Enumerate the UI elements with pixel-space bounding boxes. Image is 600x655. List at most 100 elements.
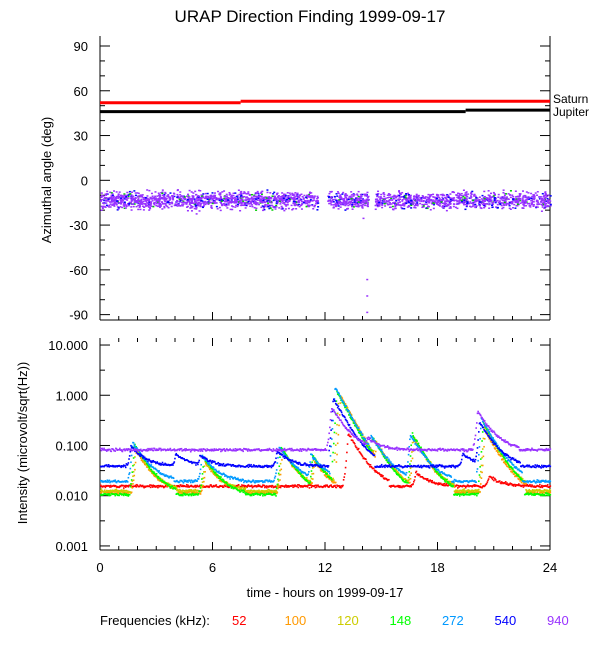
azimuth-point bbox=[234, 197, 236, 199]
intensity-point bbox=[306, 477, 308, 479]
y-tick-label: 60 bbox=[74, 84, 88, 99]
azimuth-point bbox=[303, 195, 305, 197]
azimuth-point bbox=[288, 198, 290, 200]
azimuth-point bbox=[382, 202, 384, 204]
azimuth-point bbox=[294, 199, 296, 201]
intensity-point bbox=[334, 485, 336, 487]
azimuth-point bbox=[244, 199, 246, 201]
azimuth-point bbox=[137, 201, 139, 203]
azimuth-point bbox=[550, 195, 552, 197]
azimuth-point bbox=[135, 195, 137, 197]
intensity-point bbox=[275, 489, 277, 491]
azimuth-point bbox=[474, 194, 476, 196]
azimuth-point bbox=[161, 208, 163, 210]
azimuth-point bbox=[179, 197, 181, 199]
azimuth-point bbox=[539, 203, 541, 205]
azimuth-point bbox=[291, 205, 293, 207]
azimuth-point bbox=[376, 200, 378, 202]
azimuth-point bbox=[340, 202, 342, 204]
azimuth-point bbox=[398, 204, 400, 206]
intensity-point bbox=[279, 456, 281, 458]
azimuth-point bbox=[116, 200, 118, 202]
azimuth-point bbox=[120, 203, 122, 205]
azimuth-point bbox=[427, 208, 429, 210]
azimuth-point bbox=[240, 205, 242, 207]
azimuth-point bbox=[251, 194, 253, 196]
azimuth-point bbox=[407, 193, 409, 195]
azimuth-point bbox=[504, 202, 506, 204]
azimuth-point bbox=[530, 193, 532, 195]
azimuth-point bbox=[456, 197, 458, 199]
azimuth-point bbox=[381, 204, 383, 206]
azimuth-point bbox=[195, 194, 197, 196]
azimuth-point bbox=[221, 191, 223, 193]
azimuth-point bbox=[470, 203, 472, 205]
azimuth-point bbox=[295, 208, 297, 210]
azimuth-point bbox=[533, 204, 535, 206]
azimuth-point bbox=[340, 206, 342, 208]
azimuth-point bbox=[491, 205, 493, 207]
intensity-point bbox=[238, 486, 240, 488]
azimuth-point bbox=[414, 205, 416, 207]
azimuth-point bbox=[220, 210, 222, 212]
azimuth-point bbox=[354, 199, 356, 201]
azimuth-point bbox=[103, 198, 105, 200]
azimuth-point bbox=[376, 198, 378, 200]
intensity-point bbox=[312, 467, 314, 469]
azimuth-point bbox=[164, 199, 166, 201]
intensity-point bbox=[135, 462, 137, 464]
azimuth-point bbox=[101, 196, 103, 198]
azimuth-outlier-point bbox=[366, 279, 368, 281]
azimuth-point bbox=[499, 203, 501, 205]
intensity-point bbox=[156, 473, 158, 475]
azimuth-point bbox=[523, 205, 525, 207]
azimuth-point bbox=[504, 195, 506, 197]
azimuth-point bbox=[289, 192, 291, 194]
azimuth-point bbox=[283, 210, 285, 212]
azimuth-point bbox=[169, 192, 171, 194]
azimuth-point bbox=[312, 208, 314, 210]
intensity-point bbox=[159, 477, 161, 479]
intensity-point bbox=[481, 457, 483, 459]
azimuth-point bbox=[253, 198, 255, 200]
azimuth-point bbox=[133, 190, 135, 192]
azimuth-point bbox=[219, 198, 221, 200]
azimuth-point bbox=[267, 206, 269, 208]
intensity-point bbox=[277, 485, 279, 487]
azimuth-point bbox=[474, 206, 476, 208]
azimuth-point bbox=[285, 195, 287, 197]
intensity-point bbox=[276, 487, 278, 489]
azimuth-point bbox=[145, 204, 147, 206]
intensity-point bbox=[479, 476, 481, 478]
azimuth-point bbox=[141, 199, 143, 201]
azimuth-point bbox=[389, 194, 391, 196]
azimuth-point bbox=[154, 191, 156, 193]
azimuth-point bbox=[213, 197, 215, 199]
intensity-point bbox=[202, 473, 204, 475]
azimuth-point bbox=[362, 204, 364, 206]
azimuth-point bbox=[522, 197, 524, 199]
x-tick-label: 18 bbox=[430, 560, 444, 575]
azimuth-point bbox=[193, 203, 195, 205]
azimuth-point bbox=[466, 201, 468, 203]
series-100-khz bbox=[100, 397, 551, 496]
azimuth-point bbox=[179, 191, 181, 193]
azimuth-point bbox=[550, 204, 552, 206]
intensity-point bbox=[277, 484, 279, 486]
azimuth-point bbox=[202, 193, 204, 195]
azimuth-point bbox=[237, 204, 239, 206]
azimuth-point bbox=[410, 207, 412, 209]
azimuth-point bbox=[242, 193, 244, 195]
intensity-point bbox=[150, 487, 152, 489]
azimuth-point bbox=[548, 194, 550, 196]
azimuth-point bbox=[356, 197, 358, 199]
intensity-point bbox=[388, 479, 390, 481]
azimuth-point bbox=[149, 208, 151, 210]
azimuth-point bbox=[214, 196, 216, 198]
azimuth-point bbox=[328, 200, 330, 202]
azimuth-point bbox=[190, 207, 192, 209]
azimuth-point bbox=[187, 210, 189, 212]
azimuth-point bbox=[274, 197, 276, 199]
intensity-point bbox=[199, 490, 201, 492]
intensity-point bbox=[200, 484, 202, 486]
